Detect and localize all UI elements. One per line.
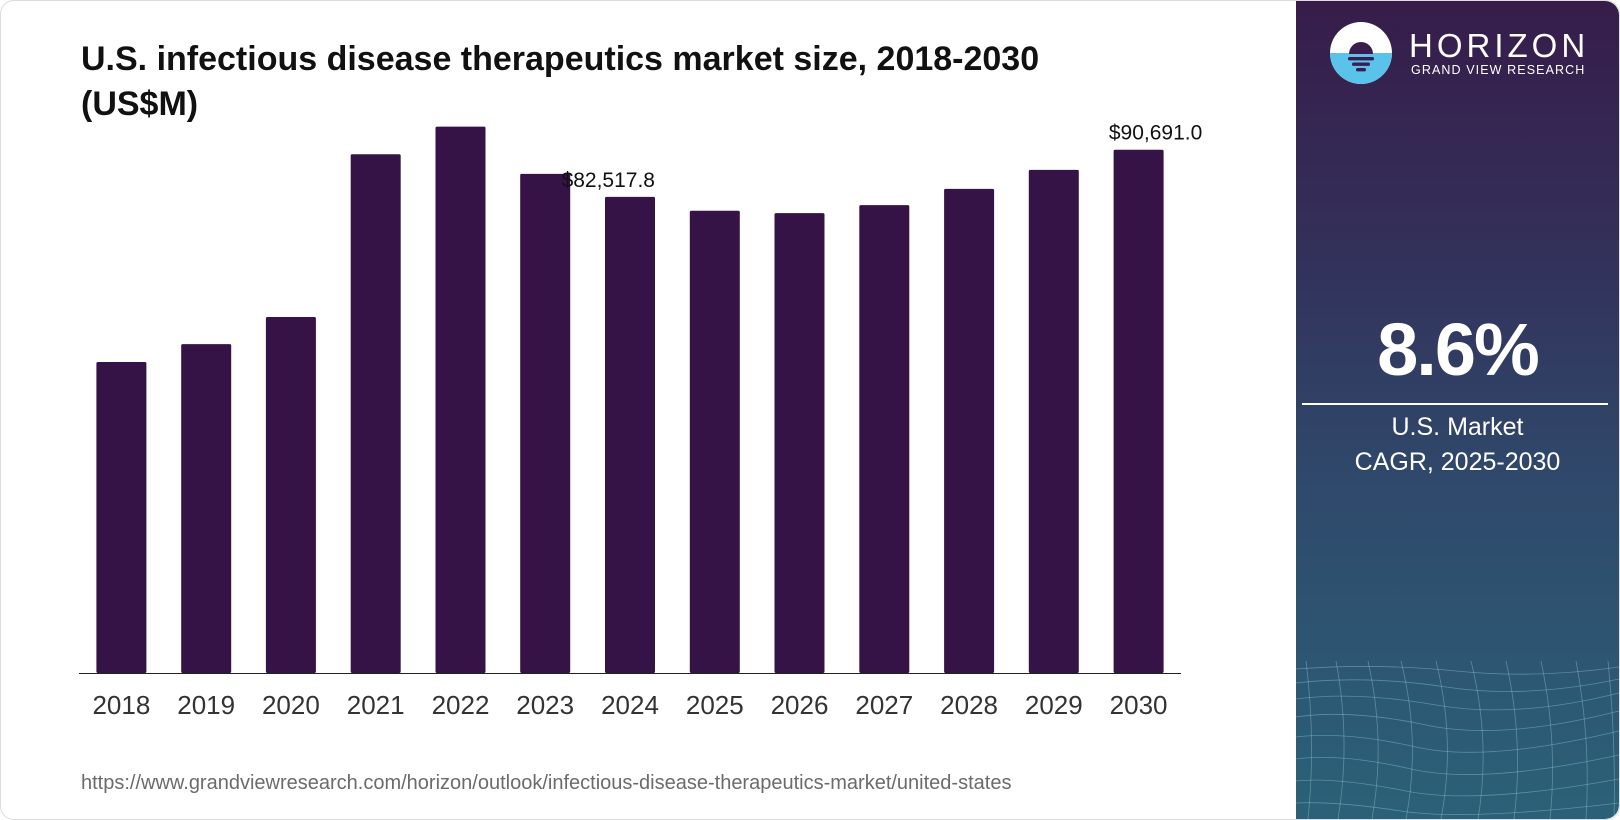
bar-2020[interactable]: [265, 317, 316, 673]
x-tick-label: 2024: [601, 690, 659, 720]
bar-2030[interactable]: [1113, 149, 1164, 673]
divider: [1302, 403, 1608, 405]
bar-2023[interactable]: [520, 173, 571, 673]
bar-2025[interactable]: [689, 210, 740, 674]
bar-2018[interactable]: [96, 362, 147, 673]
x-tick-label: 2018: [92, 690, 150, 720]
bar-2019[interactable]: [181, 344, 232, 673]
brand-name: HORIZON: [1409, 27, 1590, 64]
horizon-logo[interactable]: HORIZON GRAND VIEW RESEARCH: [1329, 21, 1589, 85]
x-tick-label: 2030: [1110, 690, 1168, 720]
x-tick-label: 2025: [686, 690, 744, 720]
bar-chart: 2018 2019 2020 2021 2022 2023 2024 $82,517.8 202…: [79, 122, 1202, 720]
cagr-label-period: CAGR, 2025-2030: [1354, 448, 1561, 476]
bar-2024[interactable]: [605, 196, 655, 673]
bar-2021[interactable]: [350, 154, 401, 674]
brand-tagline: GRAND VIEW RESEARCH: [1411, 63, 1586, 77]
bar-2027[interactable]: [859, 205, 910, 673]
horizon-logo-icon: [1330, 22, 1392, 84]
bar-2022[interactable]: [435, 126, 486, 674]
side-panel: HORIZON GRAND VIEW RESEARCH 8.6% U.S. Ma…: [1296, 1, 1619, 819]
chart-area: U.S. infectious disease therapeutics mar…: [1, 1, 1296, 819]
x-tick-label: 2020: [262, 690, 320, 720]
cagr-label-market: U.S. Market: [1391, 413, 1524, 441]
x-tick-label: 2029: [1025, 690, 1083, 720]
x-tick-label: 2021: [347, 690, 405, 720]
bar-2029[interactable]: [1028, 169, 1079, 673]
x-tick-label: 2023: [516, 690, 574, 720]
x-tick-label: 2022: [432, 690, 490, 720]
x-tick-label: 2028: [940, 690, 998, 720]
cagr-value: 8.6%: [1377, 308, 1540, 391]
bar-2028[interactable]: [944, 188, 995, 673]
wireframe-terrain-graphic: [1296, 661, 1619, 819]
x-tick-label: 2026: [771, 690, 829, 720]
source-url[interactable]: https://www.grandviewresearch.com/horizo…: [81, 772, 1012, 794]
x-tick-label: 2019: [177, 690, 235, 720]
x-tick-label: 2027: [855, 690, 913, 720]
bar-2026[interactable]: [774, 213, 825, 673]
data-label-2024: $82,517.8: [562, 169, 655, 192]
data-label-2030: $90,691.0: [1109, 122, 1202, 145]
chart-title: U.S. infectious disease therapeutics mar…: [81, 40, 1040, 123]
